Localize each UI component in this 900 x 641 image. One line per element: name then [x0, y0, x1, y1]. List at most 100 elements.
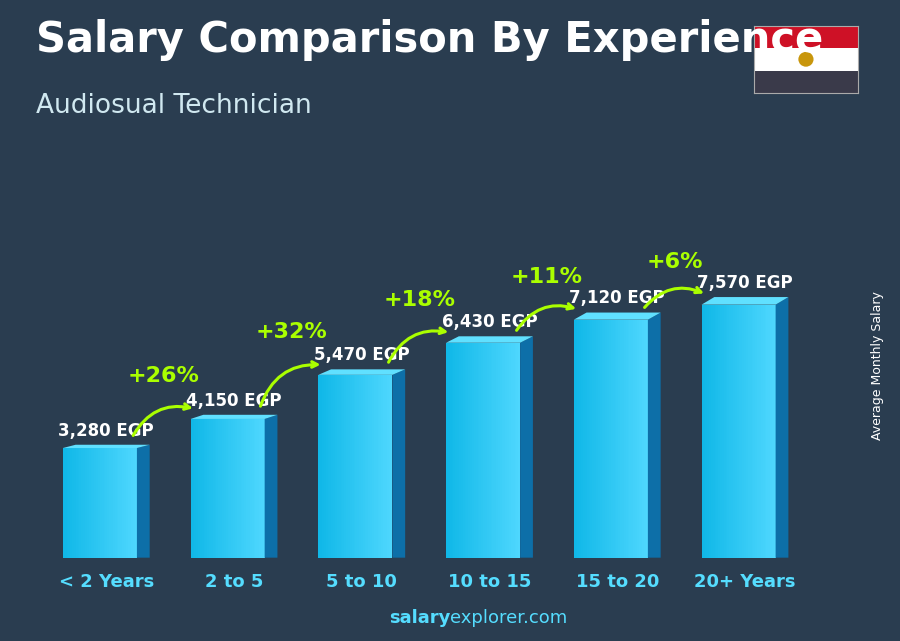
Polygon shape — [574, 320, 576, 558]
Polygon shape — [464, 343, 466, 558]
Polygon shape — [776, 297, 788, 558]
Polygon shape — [361, 375, 363, 558]
Polygon shape — [128, 448, 130, 558]
Polygon shape — [727, 304, 729, 558]
Polygon shape — [222, 419, 224, 558]
Polygon shape — [627, 320, 629, 558]
Polygon shape — [319, 375, 320, 558]
Polygon shape — [515, 343, 517, 558]
Polygon shape — [200, 419, 202, 558]
Polygon shape — [356, 375, 357, 558]
Polygon shape — [77, 448, 79, 558]
Polygon shape — [91, 448, 93, 558]
Polygon shape — [459, 343, 461, 558]
Polygon shape — [348, 375, 350, 558]
Polygon shape — [237, 419, 239, 558]
Polygon shape — [342, 375, 344, 558]
Polygon shape — [357, 375, 359, 558]
Polygon shape — [261, 419, 263, 558]
Polygon shape — [772, 304, 774, 558]
Polygon shape — [83, 448, 86, 558]
Polygon shape — [503, 343, 505, 558]
Polygon shape — [87, 448, 89, 558]
Polygon shape — [135, 448, 137, 558]
Polygon shape — [244, 419, 246, 558]
Polygon shape — [107, 448, 109, 558]
Polygon shape — [363, 375, 365, 558]
Polygon shape — [594, 320, 596, 558]
Polygon shape — [701, 297, 788, 304]
Polygon shape — [383, 375, 385, 558]
Polygon shape — [709, 304, 711, 558]
Polygon shape — [196, 419, 198, 558]
Polygon shape — [387, 375, 389, 558]
Polygon shape — [93, 448, 94, 558]
Polygon shape — [256, 419, 257, 558]
Polygon shape — [501, 343, 503, 558]
Polygon shape — [598, 320, 599, 558]
Polygon shape — [124, 448, 126, 558]
Polygon shape — [711, 304, 713, 558]
Polygon shape — [729, 304, 731, 558]
Polygon shape — [67, 448, 68, 558]
Polygon shape — [596, 320, 598, 558]
Text: +11%: +11% — [511, 267, 583, 287]
Polygon shape — [446, 343, 448, 558]
Polygon shape — [704, 304, 706, 558]
Polygon shape — [518, 343, 520, 558]
Text: +6%: +6% — [646, 252, 703, 272]
Polygon shape — [137, 445, 149, 558]
Polygon shape — [589, 320, 590, 558]
Polygon shape — [368, 375, 370, 558]
Polygon shape — [752, 304, 753, 558]
Polygon shape — [209, 419, 211, 558]
Polygon shape — [116, 448, 119, 558]
Polygon shape — [211, 419, 212, 558]
Polygon shape — [760, 304, 762, 558]
Polygon shape — [739, 304, 741, 558]
Polygon shape — [509, 343, 511, 558]
Polygon shape — [335, 375, 337, 558]
Polygon shape — [230, 419, 231, 558]
Polygon shape — [63, 445, 149, 448]
Polygon shape — [609, 320, 611, 558]
Polygon shape — [468, 343, 470, 558]
Polygon shape — [100, 448, 102, 558]
Polygon shape — [629, 320, 631, 558]
Polygon shape — [228, 419, 230, 558]
Polygon shape — [326, 375, 328, 558]
Polygon shape — [491, 343, 492, 558]
Polygon shape — [350, 375, 352, 558]
Polygon shape — [370, 375, 372, 558]
Polygon shape — [701, 304, 704, 558]
Polygon shape — [735, 304, 737, 558]
Polygon shape — [96, 448, 98, 558]
Text: salary: salary — [389, 609, 450, 627]
Polygon shape — [102, 448, 104, 558]
Polygon shape — [706, 304, 707, 558]
Polygon shape — [126, 448, 128, 558]
Polygon shape — [89, 448, 91, 558]
Polygon shape — [624, 320, 625, 558]
Circle shape — [798, 52, 814, 67]
Polygon shape — [337, 375, 338, 558]
Polygon shape — [580, 320, 581, 558]
Polygon shape — [616, 320, 618, 558]
Polygon shape — [207, 419, 209, 558]
Polygon shape — [489, 343, 491, 558]
Polygon shape — [707, 304, 709, 558]
Polygon shape — [86, 448, 87, 558]
Polygon shape — [483, 343, 485, 558]
Polygon shape — [217, 419, 219, 558]
Polygon shape — [94, 448, 96, 558]
Polygon shape — [130, 448, 131, 558]
Polygon shape — [212, 419, 214, 558]
Polygon shape — [770, 304, 772, 558]
Text: +32%: +32% — [256, 322, 328, 342]
Polygon shape — [346, 375, 348, 558]
Polygon shape — [755, 304, 757, 558]
Polygon shape — [715, 304, 716, 558]
Polygon shape — [646, 320, 648, 558]
Polygon shape — [748, 304, 750, 558]
Text: 7,120 EGP: 7,120 EGP — [570, 290, 665, 308]
